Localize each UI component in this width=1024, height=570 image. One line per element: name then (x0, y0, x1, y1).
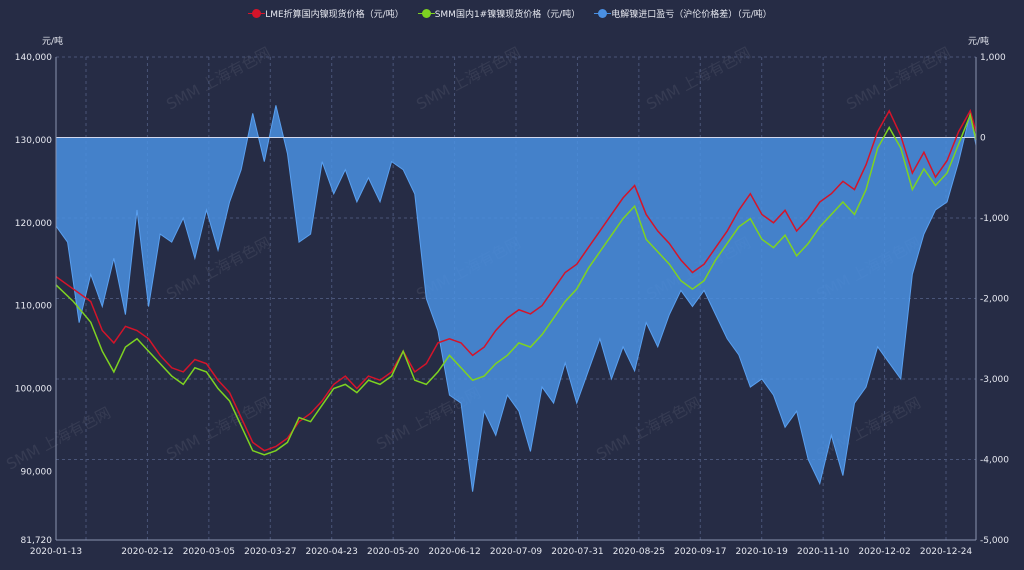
x-tick-label: 2020-05-20 (367, 547, 420, 557)
left-tick-label: 140,000 (15, 53, 52, 63)
legend-item-smm[interactable]: SMM国内1#镍镍现货价格（元/吨） (417, 7, 581, 20)
right-axis-unit: 元/吨 (968, 37, 990, 47)
left-axis-unit: 元/吨 (42, 37, 64, 47)
legend-item-lme[interactable]: LME折算国内镍现货价格（元/吨） (248, 7, 404, 20)
legend: LME折算国内镍现货价格（元/吨） SMM国内1#镍镍现货价格（元/吨） 电解镍… (0, 7, 1024, 20)
right-tick-label: -1,000 (980, 214, 1009, 224)
legend-marker-smm (417, 9, 435, 18)
legend-label-import: 电解镍进口盈亏（沪伦价格差）（元/吨） (611, 10, 772, 20)
x-tick-label: 2020-07-09 (490, 547, 543, 557)
left-tick-label: 130,000 (15, 136, 52, 146)
legend-item-import[interactable]: 电解镍进口盈亏（沪伦价格差）（元/吨） (594, 7, 772, 20)
x-tick-label: 2020-12-24 (920, 547, 973, 557)
x-tick-label: 2020-04-23 (306, 547, 358, 557)
x-tick-label: 2020-01-13 (30, 547, 82, 557)
right-tick-label: 0 (980, 134, 986, 144)
watermark-text: SMM 上海有色网 (163, 394, 273, 464)
left-tick-label: 120,000 (15, 219, 52, 229)
right-tick-label: -4,000 (980, 456, 1009, 466)
x-tick-label: 2020-12-02 (858, 547, 910, 557)
right-tick-label: -3,000 (980, 375, 1009, 385)
left-tick-label: 110,000 (15, 302, 52, 312)
left-tick-label: 100,000 (15, 385, 52, 395)
right-tick-label: 1,000 (980, 53, 1006, 63)
watermark-text: SMM 上海有色网 (843, 44, 953, 114)
legend-marker-lme (248, 9, 266, 18)
watermark-text: SMM 上海有色网 (3, 404, 113, 474)
x-tick-label: 2020-03-27 (244, 547, 296, 557)
right-tick-label: -5,000 (980, 536, 1009, 546)
x-tick-label: 2020-03-05 (183, 547, 235, 557)
legend-label-smm: SMM国内1#镍镍现货价格（元/吨） (434, 10, 581, 20)
watermark-text: SMM 上海有色网 (413, 44, 523, 114)
x-tick-label: 2020-07-31 (551, 547, 603, 557)
x-tick-label: 2020-09-17 (674, 547, 726, 557)
legend-marker-import (594, 9, 612, 18)
legend-label-lme: LME折算国内镍现货价格（元/吨） (265, 10, 404, 20)
x-tick-label: 2020-02-12 (121, 547, 173, 557)
watermark-text: SMM 上海有色网 (163, 44, 273, 114)
left-tick-label: 81,720 (21, 536, 53, 546)
x-tick-label: 2020-10-19 (736, 547, 789, 557)
right-tick-label: -2,000 (980, 295, 1009, 305)
series-line-lme (55, 108, 977, 452)
x-tick-label: 2020-06-12 (428, 547, 480, 557)
x-tick-label: 2020-11-10 (797, 547, 850, 557)
left-tick-label: 90,000 (21, 467, 53, 477)
watermark-text: SMM 上海有色网 (643, 44, 753, 114)
series-area-import-profit (55, 105, 977, 492)
watermark-text: SMM 上海有色网 (593, 394, 703, 464)
x-tick-label: 2020-08-25 (613, 547, 665, 557)
series-line-smm (55, 112, 977, 456)
